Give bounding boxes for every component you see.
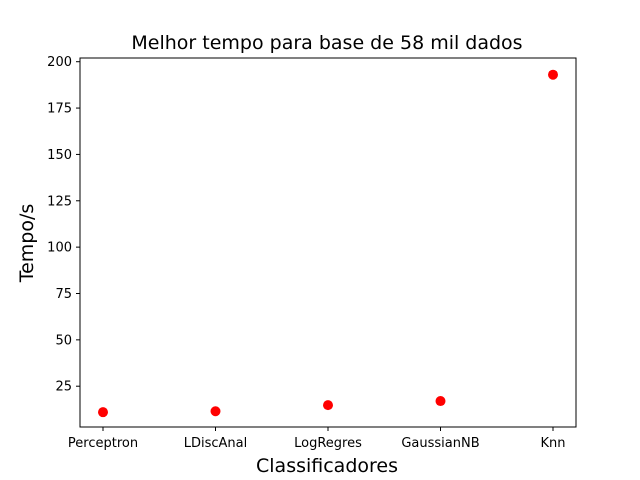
- plot-frame: [79, 57, 577, 428]
- data-point: [435, 396, 446, 407]
- y-tick-label: 75: [55, 287, 72, 302]
- x-axis-label: Classificadores: [256, 455, 398, 477]
- y-tick-label: 50: [55, 333, 72, 348]
- chart-title: Melhor tempo para base de 58 mil dados: [131, 32, 522, 54]
- y-tick-label: 100: [47, 241, 72, 256]
- y-tick-label: 150: [47, 148, 72, 163]
- y-tick-label: 175: [47, 102, 72, 117]
- data-point: [548, 69, 558, 80]
- data-point: [98, 407, 108, 418]
- x-tick-label: Perceptron: [68, 436, 138, 451]
- x-tick-label: LDiscAnal: [184, 436, 248, 451]
- axis-ticks: 25 50 75 100 125 150 175 200 Perceptron LDiscAnal…: [47, 55, 565, 451]
- x-tick-label: LogRegres: [294, 436, 362, 451]
- y-tick-label: 25: [55, 380, 72, 395]
- data-point: [323, 400, 333, 411]
- x-tick-label: GaussianNB: [401, 436, 479, 451]
- x-tick-label: Knn: [540, 436, 565, 451]
- data-point: [210, 406, 221, 417]
- y-tick-label: 125: [47, 194, 72, 209]
- y-tick-label: 200: [47, 55, 72, 70]
- data-points: [98, 69, 558, 418]
- y-axis-label: Tempo/s: [16, 204, 38, 284]
